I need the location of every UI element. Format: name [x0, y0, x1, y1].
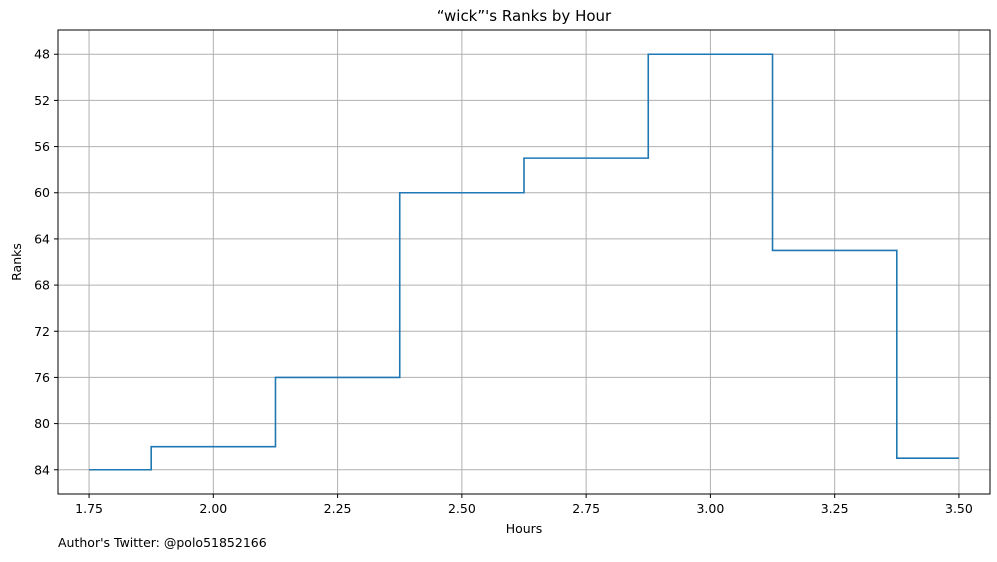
series-line: [89, 53, 959, 471]
y-tick-label: 76: [34, 370, 50, 385]
y-tick-label: 52: [34, 93, 50, 108]
author-credit: Author's Twitter: @polo51852166: [58, 535, 267, 550]
axes-frame: [57, 29, 991, 495]
y-axis-label: Ranks: [9, 243, 24, 281]
y-tick-label: 68: [34, 278, 50, 293]
x-tick-label: 1.75: [75, 501, 103, 516]
series: [89, 53, 959, 471]
x-tick-label: 3.50: [945, 501, 973, 516]
y-tick-label: 48: [34, 47, 50, 62]
chart-title: “wick”'s Ranks by Hour: [437, 7, 612, 25]
x-axis-label: Hours: [506, 521, 543, 536]
y-tick-label: 84: [34, 462, 50, 477]
x-tick-label: 2.25: [324, 501, 352, 516]
y-tick-label: 72: [34, 324, 50, 339]
y-tick-label: 80: [34, 416, 50, 431]
y-axis-ticks: 48 52 56 60 64 68 72 76 80 84: [34, 47, 58, 477]
x-tick-label: 3.00: [696, 501, 724, 516]
grid: [58, 30, 990, 494]
x-tick-label: 3.25: [821, 501, 849, 516]
x-axis-ticks: 1.75 2.00 2.25 2.50 2.75 3.00 3.25 3.50: [75, 494, 973, 516]
x-tick-label: 2.75: [572, 501, 600, 516]
y-tick-label: 56: [34, 139, 50, 154]
y-tick-label: 64: [34, 231, 50, 246]
x-tick-label: 2.50: [448, 501, 476, 516]
x-tick-label: 2.00: [199, 501, 227, 516]
y-tick-label: 60: [34, 185, 50, 200]
